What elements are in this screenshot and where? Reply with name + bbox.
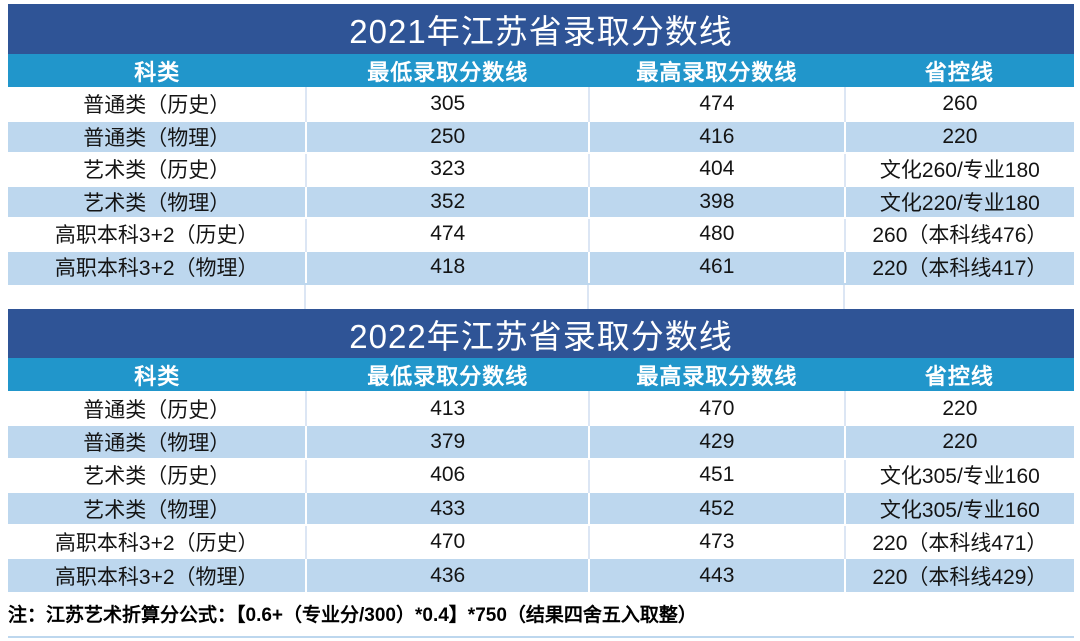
score-cell: 220（本科线471）	[872, 531, 1048, 555]
category-cell: 高职本科3+2（历史）	[8, 525, 308, 559]
header-row: 科类 最低录取分数线 最高录取分数线 省控线	[8, 358, 1074, 392]
table-row: 艺术类（历史） 406 451 文化305/专业160	[8, 458, 1074, 492]
table-row: 普通类（历史） 305 474 260	[8, 88, 1074, 121]
column-header: 科类	[8, 54, 307, 88]
table-row: 高职本科3+2（历史） 470 473 220（本科线471）	[8, 525, 1074, 559]
score-cell: 220（本科线417）	[872, 257, 1048, 281]
score-cell: 260	[942, 92, 978, 116]
score-cell: 413	[306, 392, 590, 426]
score-cell: 379	[306, 425, 590, 459]
table-row: 高职本科3+2（物理） 418 461 220（本科线417）	[8, 250, 1074, 283]
score-cell: 433	[306, 491, 590, 526]
conversion-formula-note: 注：江苏艺术折算分公式：【0.6+（专业分/300）*0.4】*750（结果四舍…	[8, 591, 1074, 636]
table-row: 普通类（物理） 379 429 220	[8, 425, 1074, 459]
score-cell: 220	[942, 429, 978, 453]
table-row: 高职本科3+2（历史） 474 480 260（本科线476）	[8, 218, 1074, 251]
category-cell: 艺术类（历史）	[8, 458, 308, 492]
table-row: 艺术类（物理） 433 452 文化305/专业160	[8, 491, 1074, 526]
score-cell: 470	[306, 525, 590, 559]
column-header: 最高录取分数线	[588, 54, 845, 88]
score-cell: 220	[942, 124, 978, 148]
score-cell: 436	[306, 558, 590, 592]
category-cell: 普通类（历史）	[8, 88, 308, 121]
gap-cell	[845, 285, 1074, 309]
score-cell: 398	[588, 185, 846, 218]
score-cell: 473	[588, 525, 846, 559]
score-cell: 452	[588, 491, 846, 526]
gap-cell	[589, 285, 845, 309]
score-cell: 461	[588, 250, 846, 283]
column-header: 最低录取分数线	[306, 54, 589, 88]
table-title-2021: 2021年江苏省录取分数线	[8, 4, 1074, 54]
score-cell: 文化305/专业160	[879, 465, 1040, 489]
score-cell: 474	[588, 88, 846, 121]
score-cell: 文化260/专业180	[879, 159, 1040, 183]
category-cell: 普通类（物理）	[8, 120, 308, 153]
scores-grid-2022: 科类 最低录取分数线 最高录取分数线 省控线 普通类（历史） 413 470 220 普通类（…	[8, 358, 1074, 592]
table-row: 艺术类（物理） 352 398 文化220/专业180	[8, 185, 1074, 218]
category-cell: 艺术类（物理）	[8, 185, 308, 218]
table-row: 普通类（物理） 250 416 220	[8, 120, 1074, 153]
category-cell: 艺术类（物理）	[8, 491, 308, 526]
column-header: 省控线	[844, 54, 1074, 88]
score-cell: 220	[942, 396, 978, 420]
gap-cell	[8, 285, 307, 309]
score-cell: 260（本科线476）	[872, 224, 1048, 248]
score-cell: 323	[306, 153, 590, 186]
score-cell: 406	[306, 458, 590, 492]
column-header: 省控线	[844, 358, 1074, 392]
score-table-2021: 2021年江苏省录取分数线 科类 最低录取分数线 最高录取分数线 省控线 普通类（历史…	[8, 4, 1074, 283]
score-cell: 352	[306, 185, 590, 218]
table-row: 高职本科3+2（物理） 436 443 220（本科线429）	[8, 558, 1074, 592]
score-cell: 220（本科线429）	[872, 565, 1048, 589]
score-cell: 418	[306, 250, 590, 283]
score-cell: 305	[306, 88, 590, 121]
column-header: 科类	[8, 358, 307, 392]
score-cell: 474	[306, 218, 590, 251]
score-cell: 443	[588, 558, 846, 592]
score-cell: 文化220/专业180	[879, 191, 1040, 215]
table-row: 艺术类（历史） 323 404 文化260/专业180	[8, 153, 1074, 186]
category-cell: 高职本科3+2（物理）	[8, 558, 308, 592]
header-row: 科类 最低录取分数线 最高录取分数线 省控线	[8, 54, 1074, 88]
category-cell: 高职本科3+2（物理）	[8, 250, 308, 283]
score-cell: 480	[588, 218, 846, 251]
bottom-divider	[8, 635, 1074, 638]
table-gap-row	[8, 283, 1074, 309]
score-cell: 250	[306, 120, 590, 153]
column-header: 最高录取分数线	[588, 358, 845, 392]
score-cell: 文化305/专业160	[879, 498, 1040, 522]
score-cell: 429	[588, 425, 846, 459]
table-row: 普通类（历史） 413 470 220	[8, 392, 1074, 426]
column-header: 最低录取分数线	[306, 358, 589, 392]
scores-grid-2021: 科类 最低录取分数线 最高录取分数线 省控线 普通类（历史） 305 474 260 普通类（…	[8, 54, 1074, 283]
score-cell: 416	[588, 120, 846, 153]
category-cell: 高职本科3+2（历史）	[8, 218, 308, 251]
gap-cell	[306, 285, 589, 309]
score-cell: 404	[588, 153, 846, 186]
category-cell: 普通类（物理）	[8, 425, 308, 459]
score-cell: 451	[588, 458, 846, 492]
category-cell: 艺术类（历史）	[8, 153, 308, 186]
score-cell: 470	[588, 392, 846, 426]
score-table-2022: 2022年江苏省录取分数线 科类 最低录取分数线 最高录取分数线 省控线 普通类（历史…	[8, 309, 1074, 592]
table-title-2022: 2022年江苏省录取分数线	[8, 309, 1074, 358]
category-cell: 普通类（历史）	[8, 392, 308, 426]
